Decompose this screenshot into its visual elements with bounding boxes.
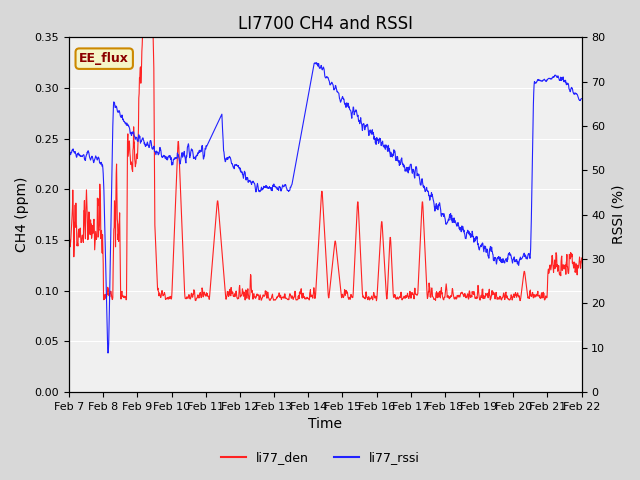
Line: li77_rssi: li77_rssi bbox=[69, 63, 582, 353]
li77_rssi bbox=[65, 146, 73, 152]
li77_den bbox=[578, 255, 586, 261]
li77_den bbox=[303, 296, 310, 301]
li77_rssi bbox=[303, 101, 310, 107]
li77_rssi bbox=[283, 186, 291, 192]
Line: li77_den: li77_den bbox=[69, 27, 582, 300]
Title: LI7700 CH4 and RSSI: LI7700 CH4 and RSSI bbox=[238, 15, 413, 33]
Text: EE_flux: EE_flux bbox=[79, 52, 129, 65]
li77_rssi bbox=[578, 96, 586, 101]
li77_rssi bbox=[294, 152, 301, 157]
li77_den bbox=[283, 296, 291, 301]
Legend: li77_den, li77_rssi: li77_den, li77_rssi bbox=[216, 446, 424, 469]
li77_den bbox=[105, 290, 113, 296]
li77_rssi bbox=[104, 350, 112, 356]
li77_rssi bbox=[358, 120, 365, 126]
li77_den bbox=[125, 141, 133, 146]
li77_rssi bbox=[105, 325, 113, 331]
li77_rssi bbox=[312, 60, 320, 66]
li77_rssi bbox=[126, 127, 134, 133]
li77_den bbox=[294, 297, 301, 302]
Y-axis label: CH4 (ppm): CH4 (ppm) bbox=[15, 177, 29, 252]
li77_den bbox=[372, 298, 380, 303]
X-axis label: Time: Time bbox=[308, 418, 342, 432]
li77_den bbox=[65, 229, 73, 235]
li77_den bbox=[357, 262, 365, 267]
Y-axis label: RSSI (%): RSSI (%) bbox=[611, 185, 625, 244]
li77_den bbox=[149, 24, 157, 30]
